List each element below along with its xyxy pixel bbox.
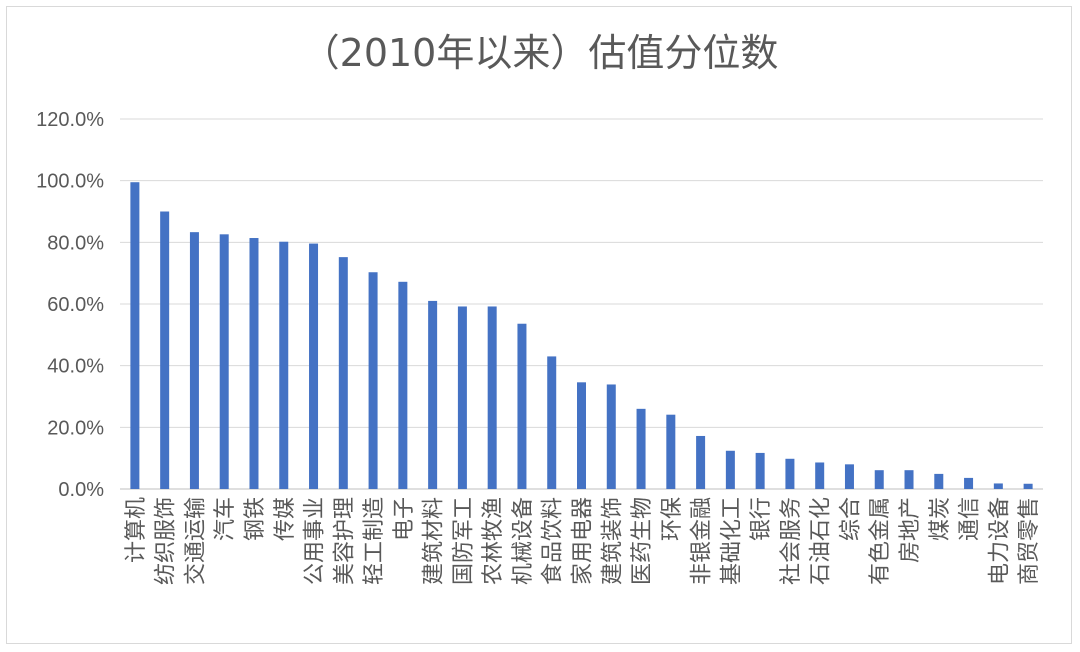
chart-title: （2010年以来）估值分位数 <box>301 31 779 75</box>
bar <box>993 483 1003 489</box>
category-label: 银行 <box>749 497 774 541</box>
category-label: 综合 <box>838 497 863 541</box>
bar <box>189 232 199 490</box>
y-tick-label: 40.0% <box>47 356 104 378</box>
bar <box>309 243 319 489</box>
bar <box>815 462 825 489</box>
category-label: 机械设备 <box>511 497 536 585</box>
category-label: 农林牧渔 <box>481 497 506 585</box>
bar <box>1023 483 1033 489</box>
category-label: 商贸零售 <box>1017 497 1042 585</box>
category-label: 美容护理 <box>332 497 357 585</box>
category-label: 非银金融 <box>690 497 715 585</box>
bar <box>457 306 467 489</box>
y-tick-label: 120.0% <box>36 109 104 131</box>
category-label: 公用事业 <box>303 497 328 585</box>
category-label: 轻工制造 <box>362 497 387 585</box>
category-label: 医药生物 <box>630 497 655 585</box>
category-label: 家用电器 <box>571 497 596 585</box>
category-label: 煤炭 <box>928 497 953 541</box>
gridlines <box>120 118 1043 490</box>
category-label: 建筑装饰 <box>600 497 625 585</box>
bar <box>368 272 378 489</box>
chart-frame <box>6 6 1072 644</box>
bar <box>130 182 140 490</box>
bar <box>636 408 646 489</box>
bar <box>398 281 408 489</box>
bar <box>577 382 586 489</box>
bar <box>249 238 259 489</box>
category-label: 石油石化 <box>809 497 834 585</box>
bar <box>874 470 884 489</box>
category-label: 纺织服饰 <box>154 497 179 585</box>
category-label: 交通运输 <box>183 497 208 585</box>
bar <box>964 477 974 489</box>
y-tick-labels: 0.0% 20.0% 40.0% 60.0% 80.0% 100.0% 120.0% <box>36 109 104 501</box>
bar <box>279 241 289 489</box>
bar <box>934 473 944 489</box>
bar <box>160 211 170 489</box>
category-label: 国防军工 <box>451 497 476 585</box>
bar <box>725 450 735 489</box>
bars <box>130 182 1033 490</box>
category-label: 汽车 <box>213 497 238 541</box>
category-label: 通信 <box>958 497 983 541</box>
bar <box>785 458 795 489</box>
category-label: 钢铁 <box>243 497 268 541</box>
bar <box>547 356 557 489</box>
category-label: 基础化工 <box>719 497 744 585</box>
category-label: 环保 <box>660 497 685 541</box>
bar <box>517 323 527 489</box>
y-tick-label: 20.0% <box>47 417 104 439</box>
bar <box>844 464 854 489</box>
category-label: 电子 <box>392 497 417 541</box>
bar <box>219 234 229 489</box>
bar <box>606 384 616 489</box>
bar <box>755 452 765 489</box>
category-label: 有色金属 <box>868 497 893 585</box>
bar <box>338 257 348 489</box>
category-label: 电力设备 <box>987 497 1012 585</box>
bar <box>666 414 676 489</box>
category-labels: 计算机 纺织服饰 交通运输 汽车 钢铁 传媒 公用事业 美容护理 轻工制造 电子 建筑材料 国防军工农… <box>124 497 1042 585</box>
bar <box>904 470 914 489</box>
y-tick-label: 100.0% <box>36 171 104 193</box>
category-label: 传媒 <box>273 497 298 541</box>
y-tick-label: 80.0% <box>47 232 104 254</box>
bar <box>487 306 497 489</box>
category-label: 计算机 <box>124 497 149 563</box>
category-label: 社会服务 <box>779 497 804 585</box>
bar <box>696 435 706 489</box>
y-tick-label: 60.0% <box>47 294 104 316</box>
category-label: 食品饮料 <box>541 497 566 585</box>
category-label: 建筑材料 <box>422 497 447 585</box>
category-label: 房地产 <box>898 497 923 563</box>
y-tick-label: 0.0% <box>58 479 104 501</box>
bar <box>428 300 438 489</box>
